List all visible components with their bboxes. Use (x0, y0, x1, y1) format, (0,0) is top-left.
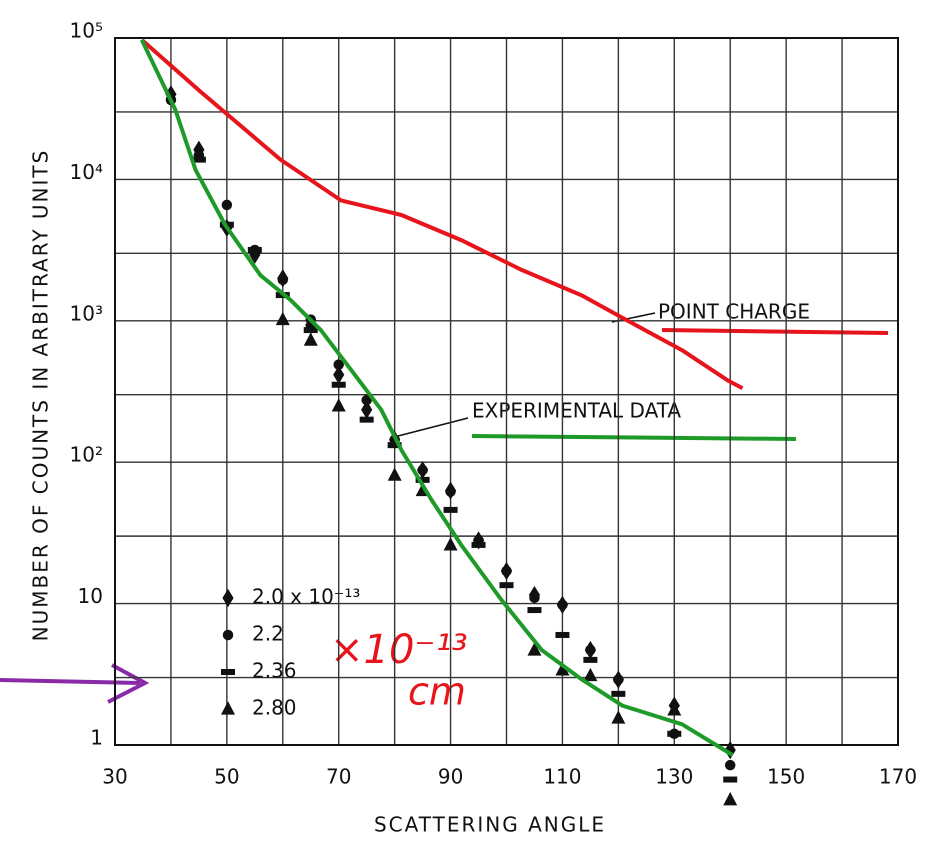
data-point (723, 776, 738, 783)
data-point (557, 599, 568, 611)
data-point (611, 710, 626, 724)
data-point (667, 702, 682, 716)
data-point (443, 537, 458, 551)
leader-line (397, 417, 469, 437)
handwritten-note: ×10⁻¹³ (330, 627, 468, 673)
data-point (555, 662, 570, 676)
y-tick-label: 10³ (70, 301, 103, 325)
x-tick-label: 30 (102, 765, 127, 789)
y-tick-label: 10⁵ (70, 19, 103, 43)
data-point (585, 644, 596, 656)
x-tick-label: 50 (214, 765, 239, 789)
data-point (613, 674, 624, 685)
x-tick-label: 90 (438, 765, 463, 789)
data-point (331, 381, 346, 388)
x-tick-label: 170 (879, 765, 917, 789)
data-point (331, 398, 346, 412)
legend-label: 2.36 (252, 659, 297, 683)
data-point (387, 442, 402, 449)
data-point (221, 701, 235, 715)
plot-frame (114, 37, 899, 746)
y-axis-title: NUMBER OF COUNTS IN ARBITRARY UNITS (29, 149, 53, 642)
arrow (0, 663, 150, 704)
data-point (333, 359, 344, 370)
series-line (140, 38, 744, 391)
data-point (277, 274, 289, 286)
data-point (191, 156, 206, 163)
data-point (527, 642, 542, 656)
data-point (387, 467, 402, 481)
data-point (555, 631, 570, 638)
data-point (583, 656, 598, 663)
y-tick-label: 10² (70, 443, 103, 467)
x-tick-label: 110 (543, 765, 581, 789)
underline (471, 434, 797, 441)
data-point (221, 669, 235, 675)
data-point (443, 506, 458, 513)
data-point (359, 416, 374, 423)
data-point (303, 332, 318, 346)
data-point (501, 565, 512, 577)
data-point (275, 311, 290, 326)
data-point (499, 582, 514, 589)
data-point (222, 629, 234, 641)
data-point (611, 690, 626, 697)
data-point (303, 327, 318, 334)
underline (661, 328, 889, 335)
legend-label: 2.80 (252, 696, 297, 720)
data-point (247, 246, 262, 253)
data-point (667, 730, 682, 737)
data-point (222, 588, 234, 608)
data-point (583, 667, 598, 682)
data-point (723, 792, 738, 806)
y-tick-label: 10⁴ (70, 160, 103, 184)
data-point (417, 464, 428, 476)
annotation: POINT CHARGE (658, 300, 810, 324)
data-point (415, 476, 430, 483)
legend-label: 2.2 (252, 622, 284, 646)
data-point (221, 199, 233, 211)
annotation: EXPERIMENTAL DATA (472, 399, 681, 423)
data-point (471, 541, 486, 548)
legend-label: 2.0 x 10⁻¹³ (252, 585, 360, 609)
data-point (527, 607, 542, 614)
data-point (529, 592, 540, 603)
data-point (361, 394, 372, 406)
data-point (724, 759, 736, 771)
data-point (445, 486, 456, 497)
data-point (361, 400, 373, 419)
x-tick-label: 70 (326, 765, 351, 789)
x-tick-label: 150 (767, 765, 805, 789)
data-point (333, 365, 345, 384)
series-line (139, 39, 734, 757)
y-tick-label: 1 (90, 726, 103, 750)
handwritten-unit: cm (408, 670, 466, 714)
x-tick-label: 130 (655, 765, 693, 789)
x-axis-title: SCATTERING ANGLE (374, 813, 606, 837)
data-point (724, 741, 736, 760)
y-tick-label: 10 (78, 584, 103, 608)
